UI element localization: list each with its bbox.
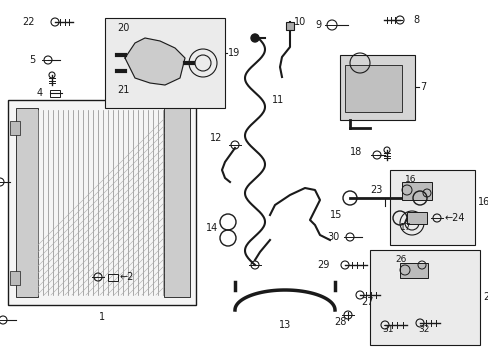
Text: 32: 32 — [417, 325, 428, 334]
Text: 29: 29 — [317, 260, 329, 270]
Text: 14: 14 — [205, 223, 218, 233]
Bar — [50, 90, 60, 96]
Text: 17: 17 — [399, 224, 411, 233]
Text: 27: 27 — [360, 297, 372, 307]
Text: 9: 9 — [315, 20, 321, 30]
Text: 12: 12 — [209, 133, 222, 143]
Text: 15: 15 — [329, 210, 342, 220]
Text: 19: 19 — [227, 48, 240, 58]
Bar — [10, 121, 20, 135]
Text: 20: 20 — [117, 23, 129, 33]
Bar — [163, 108, 190, 297]
Text: 7: 7 — [419, 82, 426, 92]
Bar — [389, 170, 474, 245]
Text: 10: 10 — [293, 17, 305, 27]
Text: ←2: ←2 — [120, 272, 134, 282]
Text: 8: 8 — [413, 15, 419, 25]
Bar — [285, 22, 293, 30]
Text: ←24: ←24 — [444, 213, 465, 223]
Bar — [399, 263, 427, 278]
Circle shape — [250, 34, 259, 42]
Bar — [105, 18, 224, 108]
Text: 16: 16 — [477, 197, 488, 207]
Text: 31: 31 — [381, 325, 393, 334]
Text: 13: 13 — [278, 320, 290, 330]
Bar — [369, 250, 479, 345]
Text: 23: 23 — [369, 185, 382, 195]
Text: 30: 30 — [327, 232, 339, 242]
Text: 21: 21 — [117, 85, 129, 95]
Text: 18: 18 — [349, 147, 361, 157]
Polygon shape — [125, 38, 184, 85]
Text: 28: 28 — [333, 317, 346, 327]
Text: 1: 1 — [99, 312, 105, 322]
Bar — [345, 65, 401, 112]
Bar — [16, 108, 38, 297]
Bar — [406, 212, 426, 224]
Bar — [10, 271, 20, 285]
Text: 5: 5 — [29, 55, 35, 65]
Text: 4: 4 — [37, 88, 43, 98]
Text: 11: 11 — [271, 95, 284, 105]
Text: 22: 22 — [22, 17, 35, 27]
Text: 16: 16 — [404, 175, 416, 184]
Bar — [401, 182, 431, 200]
Bar — [8, 100, 196, 305]
Text: 26: 26 — [394, 256, 406, 265]
Text: 25: 25 — [482, 292, 488, 302]
Bar — [339, 55, 414, 120]
Bar — [108, 274, 118, 280]
